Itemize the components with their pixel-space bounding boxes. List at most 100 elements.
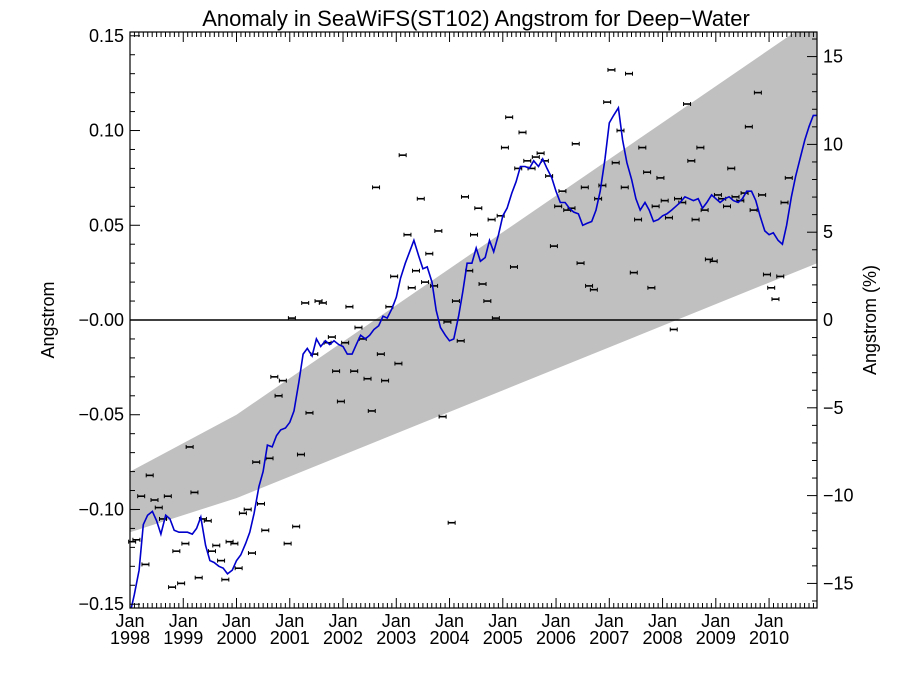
data-point [438, 414, 447, 419]
data-point [696, 145, 705, 150]
data-point [372, 185, 381, 190]
data-point [168, 585, 177, 590]
x-tick-label-month: Jan [435, 611, 464, 631]
data-point [390, 274, 399, 279]
data-point [585, 283, 594, 288]
data-point [531, 155, 540, 160]
data-point [411, 268, 420, 273]
data-point [230, 541, 239, 546]
data-point [190, 490, 199, 495]
data-point [212, 543, 221, 548]
data-point [687, 158, 696, 163]
y2-tick-label: 5 [823, 222, 833, 242]
y-tick-label: 0.10 [89, 121, 124, 141]
data-point [181, 541, 190, 546]
data-point [638, 145, 647, 150]
data-point [771, 297, 780, 302]
data-point [185, 444, 194, 449]
data-point [580, 185, 589, 190]
y-tick-label: −0.15 [78, 594, 124, 614]
data-point [713, 192, 722, 197]
data-point [656, 175, 665, 180]
data-point [474, 206, 483, 211]
data-point [683, 102, 692, 106]
data-point [421, 280, 430, 285]
x-tick-label-month: Jan [222, 611, 251, 631]
data-point [287, 316, 296, 321]
x-tick-label-year: 2010 [749, 628, 789, 648]
y2-tick-label: 10 [823, 134, 843, 154]
data-point [505, 115, 514, 120]
data-point [350, 369, 359, 374]
x-tick-label-year: 2004 [430, 628, 470, 648]
data-point [336, 399, 345, 404]
data-point [456, 338, 465, 343]
x-tick-label-month: Jan [115, 611, 144, 631]
data-point [722, 204, 731, 209]
data-point [767, 285, 776, 290]
data-point [784, 175, 793, 180]
data-point [283, 541, 292, 546]
data-point [491, 316, 500, 321]
data-point [407, 285, 416, 290]
data-point [238, 511, 247, 516]
data-point [332, 369, 341, 374]
data-point [394, 361, 403, 366]
data-point [221, 577, 230, 582]
data-point [376, 352, 385, 357]
data-point [154, 505, 163, 510]
data-point [363, 376, 372, 381]
data-point [651, 204, 660, 209]
x-tick-label-month: Jan [755, 611, 784, 631]
data-point [345, 304, 354, 309]
data-point [132, 537, 141, 542]
x-tick-label-year: 2005 [483, 628, 523, 648]
data-point [523, 158, 532, 163]
data-point [483, 299, 492, 304]
data-point [647, 285, 656, 290]
data-point [611, 160, 620, 165]
x-tick-label-year: 2002 [323, 628, 363, 648]
x-tick-label-year: 2000 [216, 628, 256, 648]
smoothed-line [130, 105, 817, 608]
data-point [425, 251, 434, 256]
x-tick-label-month: Jan [595, 611, 624, 631]
data-point [509, 264, 518, 269]
data-point [700, 208, 709, 213]
x-tick-label-month: Jan [382, 611, 411, 631]
data-point [500, 145, 509, 150]
data-point [589, 287, 598, 292]
data-point [447, 520, 456, 525]
trend-band [130, 32, 817, 533]
data-point [381, 378, 390, 383]
data-point [416, 196, 425, 201]
x-tick-label-month: Jan [488, 611, 517, 631]
data-point [163, 494, 172, 499]
data-point [318, 300, 327, 305]
data-point [762, 272, 771, 277]
data-point [749, 208, 758, 213]
trend-band-group [130, 32, 817, 533]
y-tick-label: −0.10 [78, 499, 124, 519]
data-point [558, 189, 567, 194]
data-point [620, 185, 629, 190]
data-point [776, 274, 785, 279]
data-point [669, 327, 678, 332]
data-point [270, 374, 279, 379]
data-point [305, 410, 314, 415]
data-point [141, 562, 150, 567]
data-point [460, 194, 469, 199]
data-point [709, 259, 718, 264]
y2-tick-label: −15 [823, 573, 854, 593]
data-point [549, 244, 558, 249]
chart-title: Anomaly in SeaWiFS(ST102) Angstrom for D… [202, 6, 750, 31]
y-axis-title: Angstrom [38, 281, 58, 358]
data-point [616, 128, 625, 133]
x-tick-label-year: 2003 [376, 628, 416, 648]
y-tick-label: 0.05 [89, 215, 124, 235]
data-point [691, 217, 700, 222]
data-point [145, 473, 154, 478]
x-tick-label-year: 1998 [110, 628, 150, 648]
data-point [403, 232, 412, 237]
data-point [487, 217, 496, 222]
